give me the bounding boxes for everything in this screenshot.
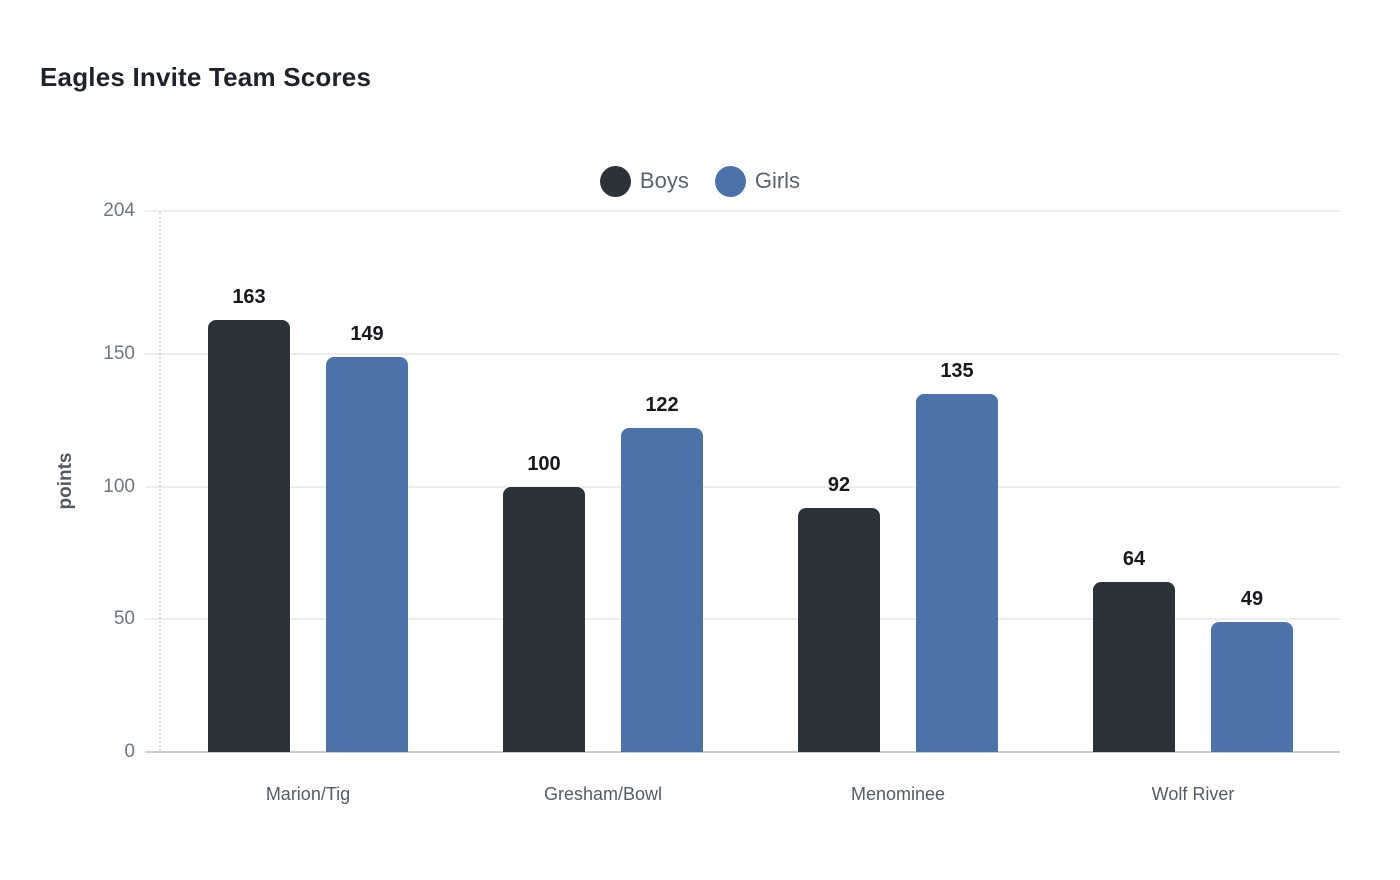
y-axis-line (159, 212, 161, 751)
value-label-girls-gresham-bowl: 122 (645, 394, 679, 417)
gridline-204 (145, 210, 1340, 212)
legend-item-boys: Boys (599, 165, 689, 197)
legend: Boys Girls (0, 163, 1400, 199)
gridline-50 (145, 618, 1340, 621)
value-label-boys-gresham-bowl: 100 (527, 452, 561, 475)
x-tick-label-gresham-bowl: Gresham/Bowl (543, 784, 663, 804)
y-tick-label-100: 100 (103, 475, 135, 497)
bar-girls-marion-tig (326, 356, 408, 752)
legend-marker-girls-icon (714, 165, 746, 197)
bar-girls-gresham-bowl (621, 428, 703, 752)
legend-label-girls: Girls (754, 168, 801, 193)
bar-girls-menominee (916, 393, 998, 752)
x-tick-label-wolf-river: Wolf River (1151, 784, 1235, 804)
bar-boys-menominee (798, 508, 880, 752)
gridline-100 (145, 485, 1340, 488)
legend-marker-boys-icon (599, 165, 631, 197)
y-tick-label-50: 50 (113, 608, 135, 630)
y-axis-title: points (55, 452, 76, 510)
value-label-girls-marion-tig: 149 (350, 322, 384, 345)
value-label-girls-menominee: 135 (940, 359, 974, 382)
bar-girls-wolf-river (1211, 622, 1293, 752)
bar-boys-gresham-bowl (503, 486, 585, 752)
y-tick-label-204: 204 (103, 200, 135, 221)
x-tick-label-menominee: Menominee (850, 784, 946, 804)
legend-label-boys: Boys (639, 168, 689, 193)
value-label-boys-wolf-river: 64 (1122, 548, 1146, 571)
x-axis-baseline (145, 751, 1340, 753)
chart-title: Eagles Invite Team Scores (40, 62, 372, 92)
y-tick-label-0: 0 (124, 741, 135, 762)
legend-item-girls: Girls (714, 165, 801, 197)
value-label-boys-marion-tig: 163 (232, 285, 266, 308)
y-tick-label-150: 150 (103, 343, 135, 365)
bar-boys-wolf-river (1093, 582, 1175, 752)
value-label-girls-wolf-river: 49 (1240, 588, 1264, 611)
bar-boys-marion-tig (208, 319, 290, 752)
gridline-150 (145, 353, 1340, 356)
value-label-boys-menominee: 92 (827, 474, 851, 497)
x-tick-label-marion-tig: Marion/Tig (265, 784, 351, 804)
